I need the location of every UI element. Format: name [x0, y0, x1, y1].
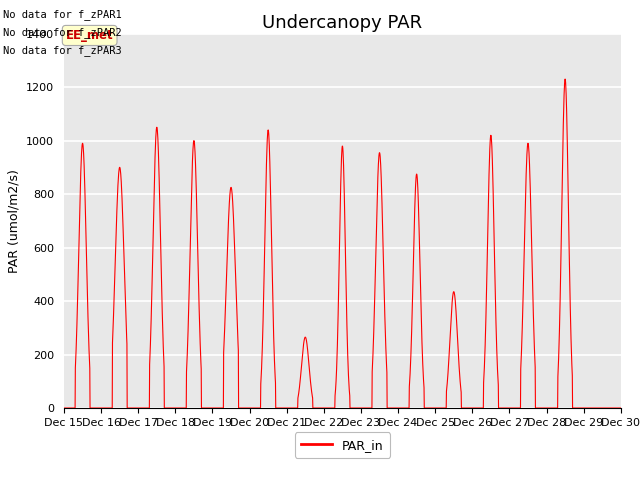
- Legend: PAR_in: PAR_in: [294, 432, 390, 458]
- Text: EE_met: EE_met: [66, 29, 113, 42]
- Text: No data for f_zPAR1: No data for f_zPAR1: [3, 9, 122, 20]
- Text: No data for f_zPAR3: No data for f_zPAR3: [3, 45, 122, 56]
- Text: No data for f_zPAR2: No data for f_zPAR2: [3, 27, 122, 38]
- Title: Undercanopy PAR: Undercanopy PAR: [262, 14, 422, 32]
- Y-axis label: PAR (umol/m2/s): PAR (umol/m2/s): [8, 169, 20, 273]
